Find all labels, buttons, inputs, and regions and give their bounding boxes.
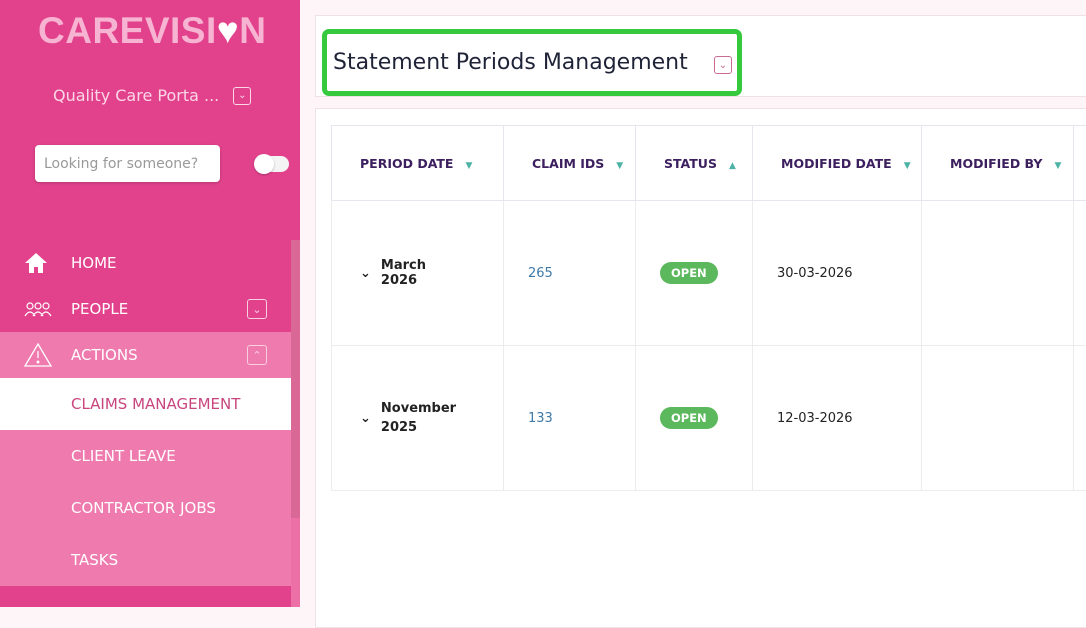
page-header: Statement Periods Management ⌄: [315, 15, 1086, 97]
sidebar-item-label: HOME: [71, 254, 117, 272]
sort-down-icon[interactable]: ▼: [904, 161, 911, 171]
sidebar-scrollbar[interactable]: [291, 240, 300, 607]
table-row[interactable]: ⌄March 2026 265 OPEN 30-03-2026: [332, 201, 1086, 346]
sidebar-subitem-claims-management[interactable]: CLAIMS MANAGEMENT: [0, 378, 291, 430]
toggle-switch[interactable]: [255, 156, 289, 172]
carevision-logo[interactable]: CAREVISI♥N: [38, 10, 266, 52]
column-header-claim-ids[interactable]: CLAIM IDS▼: [504, 126, 636, 201]
chevron-down-icon[interactable]: ⌄: [247, 299, 267, 319]
sidebar-item-label: ACTIONS: [71, 346, 138, 364]
chevron-up-icon[interactable]: ⌃: [247, 345, 267, 365]
sidebar-nav: HOME PEOPLE ⌄ ACTIONS ⌃ CLAIMS MANAGEMEN…: [0, 240, 291, 586]
page-title: Statement Periods Management: [333, 50, 688, 75]
claim-ids-link[interactable]: 133: [528, 411, 553, 426]
table-row[interactable]: ⌄November 2025 133 OPEN 12-03-2026: [332, 346, 1086, 491]
chevron-down-icon[interactable]: ⌄: [714, 56, 732, 74]
sidebar-subitem-client-leave[interactable]: CLIENT LEAVE: [0, 430, 291, 482]
sort-up-icon[interactable]: ▲: [729, 161, 736, 171]
column-header-modified-by[interactable]: MODIFIED BY▼: [922, 126, 1074, 201]
column-header-period-date[interactable]: PERIOD DATE▼: [332, 126, 504, 201]
claim-ids-link[interactable]: 265: [528, 266, 553, 281]
sidebar-item-actions[interactable]: ACTIONS ⌃: [0, 332, 291, 378]
column-header-modified-date[interactable]: MODIFIED DATE▼: [753, 126, 922, 201]
modified-date: 30-03-2026: [777, 266, 853, 281]
title-highlight: Statement Periods Management ⌄: [322, 29, 742, 96]
statement-periods-table: PERIOD DATE▼ CLAIM IDS▼ STATUS▲ MODIFIED…: [331, 125, 1086, 491]
status-badge: OPEN: [660, 407, 718, 429]
people-icon: [0, 301, 71, 317]
sidebar-item-people[interactable]: PEOPLE ⌄: [0, 286, 291, 332]
search-input[interactable]: [35, 145, 220, 182]
home-icon: [0, 252, 71, 274]
table-card: PERIOD DATE▼ CLAIM IDS▼ STATUS▲ MODIFIED…: [315, 108, 1086, 628]
sort-down-icon[interactable]: ▼: [1054, 161, 1061, 171]
sidebar-subitem-tasks[interactable]: TASKS: [0, 534, 291, 586]
expand-chevron-icon[interactable]: ⌄: [360, 411, 371, 426]
sidebar-item-home[interactable]: HOME: [0, 240, 291, 286]
sort-down-icon[interactable]: ▼: [616, 161, 623, 171]
organization-selector[interactable]: Quality Care Porta ... ⌄: [53, 86, 251, 105]
sidebar: CAREVISI♥N Quality Care Porta ... ⌄ HOME…: [0, 0, 300, 607]
sort-down-icon[interactable]: ▼: [465, 161, 472, 171]
organization-name: Quality Care Porta ...: [53, 86, 219, 105]
sidebar-item-label: PEOPLE: [71, 300, 128, 318]
expand-chevron-icon[interactable]: ⌄: [360, 266, 371, 281]
status-badge: OPEN: [660, 262, 718, 284]
column-header-status[interactable]: STATUS▲: [636, 126, 753, 201]
chevron-down-icon[interactable]: ⌄: [233, 87, 251, 105]
warning-icon: [0, 343, 71, 367]
modified-date: 12-03-2026: [777, 411, 853, 426]
sidebar-subitem-contractor-jobs[interactable]: CONTRACTOR JOBS: [0, 482, 291, 534]
scrollbar-thumb[interactable]: [291, 240, 300, 518]
column-header-extra: [1074, 126, 1086, 201]
